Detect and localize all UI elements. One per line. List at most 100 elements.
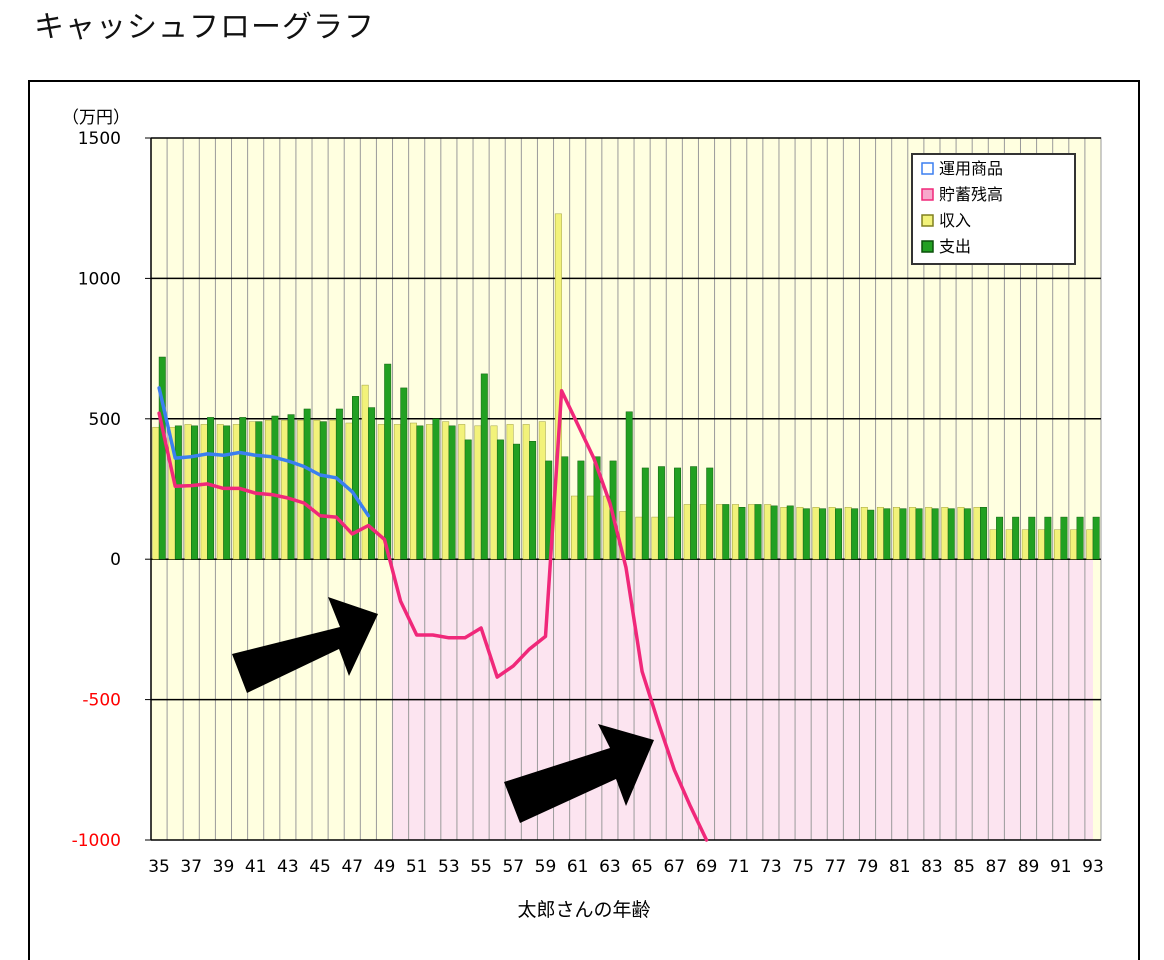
income-bar xyxy=(265,419,273,560)
expense-bar xyxy=(545,460,553,560)
expense-bar xyxy=(818,508,826,560)
x-tick-label: 91 xyxy=(1050,857,1072,877)
expense-bar xyxy=(867,509,875,560)
x-tick-label: 59 xyxy=(535,857,557,877)
y-tick-label: -500 xyxy=(82,691,121,711)
expense-bar xyxy=(432,418,440,560)
arrow-2-shape xyxy=(504,724,654,823)
expense-bar xyxy=(496,439,504,560)
x-tick-label: 67 xyxy=(663,857,685,877)
expense-bar xyxy=(368,407,376,560)
expense-bar xyxy=(851,508,859,560)
expense-bar xyxy=(174,425,182,560)
y-tick-label: 0 xyxy=(110,550,121,570)
expense-bar xyxy=(384,363,392,560)
income-bar xyxy=(329,419,337,560)
income-bar xyxy=(909,507,917,560)
expense-bar xyxy=(979,507,987,560)
income-bar xyxy=(232,424,240,560)
income-bar xyxy=(474,425,482,560)
income-bar xyxy=(587,495,595,560)
income-bar xyxy=(989,529,997,560)
x-tick-label: 77 xyxy=(825,857,847,877)
x-tick-label: 81 xyxy=(889,857,911,877)
income-bar xyxy=(732,504,739,560)
x-tick-label: 69 xyxy=(696,857,718,877)
expense-bar xyxy=(1076,516,1084,560)
arrow-1 xyxy=(232,597,378,693)
x-tick-label: 85 xyxy=(953,857,975,877)
expense-bar xyxy=(690,466,698,560)
x-tick-label: 79 xyxy=(857,857,879,877)
expense-bar xyxy=(786,505,794,560)
legend-label: 支出 xyxy=(939,237,971,256)
expense-bar xyxy=(448,425,456,560)
income-bar xyxy=(152,426,160,560)
income-bar xyxy=(506,424,514,560)
x-tick-label: 37 xyxy=(180,857,202,877)
x-tick-label: 51 xyxy=(406,857,428,877)
x-tick-label: 47 xyxy=(341,857,363,877)
expense-bar xyxy=(963,508,971,560)
income-bar xyxy=(554,213,562,560)
expense-bar xyxy=(1028,516,1036,560)
x-tick-label: 43 xyxy=(277,857,299,877)
expense-bar xyxy=(464,439,472,560)
x-tick-label: 41 xyxy=(245,857,267,877)
expense-bar xyxy=(287,414,295,560)
income-bar xyxy=(796,507,804,560)
expense-bar xyxy=(480,373,488,560)
legend-swatch xyxy=(921,214,934,227)
income-bar xyxy=(748,504,756,560)
expense-bar xyxy=(931,508,939,560)
x-tick-label: 35 xyxy=(148,857,170,877)
legend-swatch xyxy=(921,162,934,175)
income-bar xyxy=(184,424,192,560)
expense-bar xyxy=(352,396,359,560)
x-tick-label: 57 xyxy=(502,857,524,877)
expense-bar xyxy=(754,504,762,560)
income-bar xyxy=(522,424,530,560)
income-bar xyxy=(393,424,401,560)
income-bar xyxy=(490,425,498,560)
savings-balance-line xyxy=(157,388,709,842)
income-bar xyxy=(876,507,884,560)
income-bar xyxy=(361,384,369,560)
expense-bar xyxy=(1044,516,1052,560)
income-bar xyxy=(1021,529,1029,560)
legend-label: 貯蓄残高 xyxy=(939,185,1003,204)
income-bar xyxy=(925,507,933,560)
x-tick-label: 61 xyxy=(567,857,589,877)
income-bar xyxy=(1005,529,1013,560)
income-bar xyxy=(571,495,578,560)
page-title: キャッシュフローグラフ xyxy=(34,10,375,45)
expense-bar xyxy=(738,507,746,560)
income-bar xyxy=(313,419,321,560)
x-tick-label: 71 xyxy=(728,857,750,877)
expense-bar xyxy=(770,505,778,560)
expense-bar xyxy=(706,467,714,560)
expense-bar xyxy=(513,443,520,560)
income-bar xyxy=(683,504,691,560)
expense-bar xyxy=(271,415,279,560)
income-bar xyxy=(715,504,723,560)
income-bar xyxy=(538,421,546,560)
chart-frame xyxy=(28,80,1140,960)
expense-bar xyxy=(416,425,424,560)
legend-label: 運用商品 xyxy=(939,159,1003,178)
income-bar xyxy=(667,516,675,560)
expense-bar xyxy=(657,466,665,560)
x-tick-label: 49 xyxy=(374,857,396,877)
expense-bar xyxy=(223,425,231,560)
legend-swatch xyxy=(921,188,934,201)
x-tick-label: 75 xyxy=(792,857,814,877)
x-tick-label: 89 xyxy=(1018,857,1040,877)
x-axis-label: 太郎さんの年齢 xyxy=(517,899,650,921)
legend-label: 収入 xyxy=(939,211,971,230)
expense-bar xyxy=(191,425,198,560)
expense-bar xyxy=(899,508,907,560)
income-bar xyxy=(1086,529,1094,560)
expense-bar xyxy=(947,508,955,560)
y-tick-label: 1000 xyxy=(78,269,121,289)
